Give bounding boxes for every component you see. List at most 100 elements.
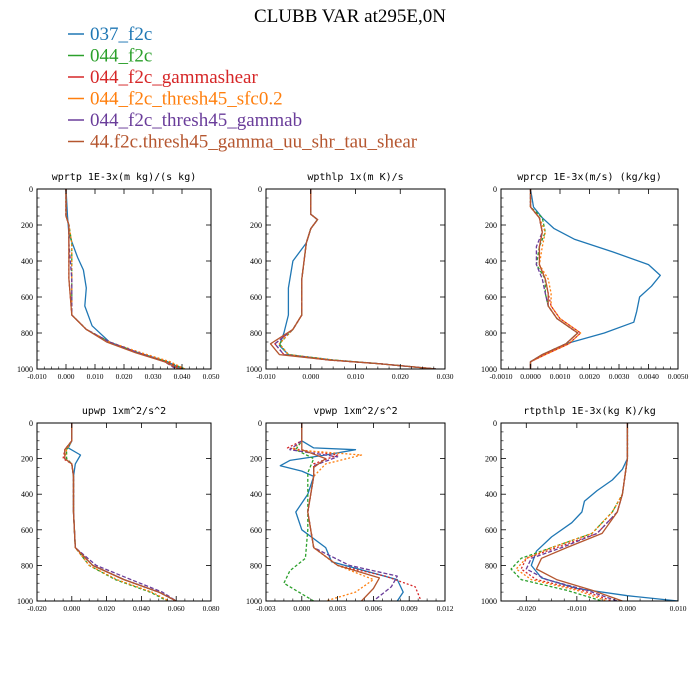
x-tick-label: 0.060 <box>168 604 185 613</box>
x-tick-label: 0.050 <box>203 372 220 381</box>
series-line <box>278 189 437 369</box>
x-tick-label: 0.010 <box>87 372 104 381</box>
x-tick-label: 0.010 <box>347 372 364 381</box>
x-tick-label: 0.009 <box>401 604 418 613</box>
series-line <box>301 423 381 601</box>
plot-frame <box>36 422 212 602</box>
x-tick-label: 0.030 <box>145 372 162 381</box>
y-tick-label: 0 <box>493 419 497 428</box>
x-tick-label: 0.0030 <box>609 372 630 381</box>
x-tick-label: 0.000 <box>302 372 319 381</box>
series-line <box>65 189 180 369</box>
y-tick-label: 400 <box>250 490 262 499</box>
x-tick-label: 0.080 <box>203 604 220 613</box>
legend-label: 44.f2c.thresh45_gamma_uu_shr_tau_shear <box>90 132 418 153</box>
y-tick-label: 1000 <box>17 597 33 606</box>
series-line <box>65 189 186 369</box>
x-tick-label: -0.010 <box>567 604 587 613</box>
panel-title: wprtp 1E-3x(m kg)/(s kg) <box>52 172 197 183</box>
y-tick-label: 800 <box>250 561 262 570</box>
series-line <box>535 423 629 601</box>
x-tick-label: -0.020 <box>517 604 537 613</box>
y-tick-label: 1000 <box>481 365 497 374</box>
figure-title: CLUBB VAR at295E,0N <box>254 6 446 27</box>
y-tick-label: 800 <box>250 329 262 338</box>
x-tick-label: -0.010 <box>256 372 276 381</box>
y-tick-label: 800 <box>485 329 497 338</box>
series-line <box>65 189 186 369</box>
x-tick-label: 0.0000 <box>520 372 541 381</box>
y-tick-label: 200 <box>21 455 33 464</box>
x-tick-label: 0.020 <box>392 372 409 381</box>
y-tick-label: 1000 <box>17 365 33 374</box>
y-tick-label: 200 <box>250 221 262 230</box>
x-tick-label: 0.000 <box>293 604 310 613</box>
legend-label: 044_f2c_thresh45_sfc0.2 <box>90 89 283 110</box>
series-line <box>278 189 437 369</box>
chart-panel: upwp 1xm^2/s^2 -0.020 0.000 0.020 0.040 0.060… <box>17 406 220 613</box>
series-line <box>65 189 177 369</box>
x-tick-label: 0.006 <box>365 604 382 613</box>
y-tick-label: 600 <box>485 526 497 535</box>
series-line <box>278 189 437 369</box>
series-line <box>274 189 437 369</box>
x-tick-label: 0.003 <box>329 604 346 613</box>
legend-label: 044_f2c <box>90 46 152 67</box>
chart-panel: vpwp 1xm^2/s^2 -0.003 0.000 0.003 0.006 0.009… <box>246 406 454 613</box>
series-line <box>515 423 629 601</box>
y-tick-label: 200 <box>21 221 33 230</box>
x-tick-label: 0.030 <box>437 372 454 381</box>
plot-frame <box>36 188 212 370</box>
legend: 037_f2c044_f2c044_f2c_gammashear044_f2c_… <box>68 24 418 153</box>
panel-title: upwp 1xm^2/s^2 <box>82 406 166 417</box>
chart-panel: wpthlp 1x(m K)/s -0.010 0.000 0.010 0.020 0.0… <box>246 172 454 381</box>
plot-frame <box>500 422 679 602</box>
y-tick-label: 200 <box>250 455 262 464</box>
y-tick-label: 600 <box>485 293 497 302</box>
panel-title: wprcp 1E-3x(m/s) (kg/kg) <box>517 172 662 183</box>
legend-label: 044_f2c_gammashear <box>90 67 258 88</box>
x-tick-label: 0.020 <box>116 372 133 381</box>
x-tick-label: 0.020 <box>98 604 115 613</box>
series-line <box>529 189 579 369</box>
y-tick-label: 400 <box>250 257 262 266</box>
y-tick-label: 200 <box>485 221 497 230</box>
x-tick-label: -0.010 <box>27 372 47 381</box>
y-tick-label: 600 <box>21 526 33 535</box>
y-tick-label: 400 <box>485 257 497 266</box>
y-tick-label: 1000 <box>481 597 497 606</box>
series-line <box>64 423 177 601</box>
y-tick-label: 800 <box>21 329 33 338</box>
y-tick-label: 0 <box>29 419 33 428</box>
x-tick-label: 0.040 <box>174 372 191 381</box>
y-tick-label: 200 <box>485 455 497 464</box>
y-tick-label: 600 <box>250 293 262 302</box>
series-line <box>65 189 183 369</box>
x-tick-label: 0.000 <box>619 604 636 613</box>
chart-panel: wprtp 1E-3x(m kg)/(s kg) -0.010 0.000 0.010… <box>17 172 220 381</box>
x-tick-label: -0.0010 <box>489 372 512 381</box>
y-tick-label: 0 <box>258 419 262 428</box>
series-line <box>64 423 177 601</box>
series-line <box>530 423 678 601</box>
x-tick-label: 0.0010 <box>550 372 571 381</box>
x-tick-label: 0.0050 <box>668 372 689 381</box>
y-tick-label: 0 <box>258 185 262 194</box>
chart-panel: rtpthlp 1E-3x(kg K)/kg -0.020 -0.010 0.000 0… <box>481 406 687 613</box>
series-line <box>291 423 375 601</box>
y-tick-label: 400 <box>21 490 33 499</box>
series-line <box>65 189 183 369</box>
y-tick-label: 400 <box>21 257 33 266</box>
panel-title: vpwp 1xm^2/s^2 <box>313 406 397 417</box>
y-tick-label: 1000 <box>246 365 262 374</box>
series-line <box>274 189 437 369</box>
series-line <box>529 189 582 369</box>
legend-label: 044_f2c_thresh45_gammab <box>90 110 302 131</box>
series-line <box>283 423 315 601</box>
chart-panel: wprcp 1E-3x(m/s) (kg/kg) -0.0010 0.0000 0.0… <box>481 172 689 381</box>
x-tick-label: 0.012 <box>437 604 454 613</box>
y-tick-label: 400 <box>485 490 497 499</box>
series-line <box>529 189 661 369</box>
x-tick-label: 0.000 <box>63 604 80 613</box>
